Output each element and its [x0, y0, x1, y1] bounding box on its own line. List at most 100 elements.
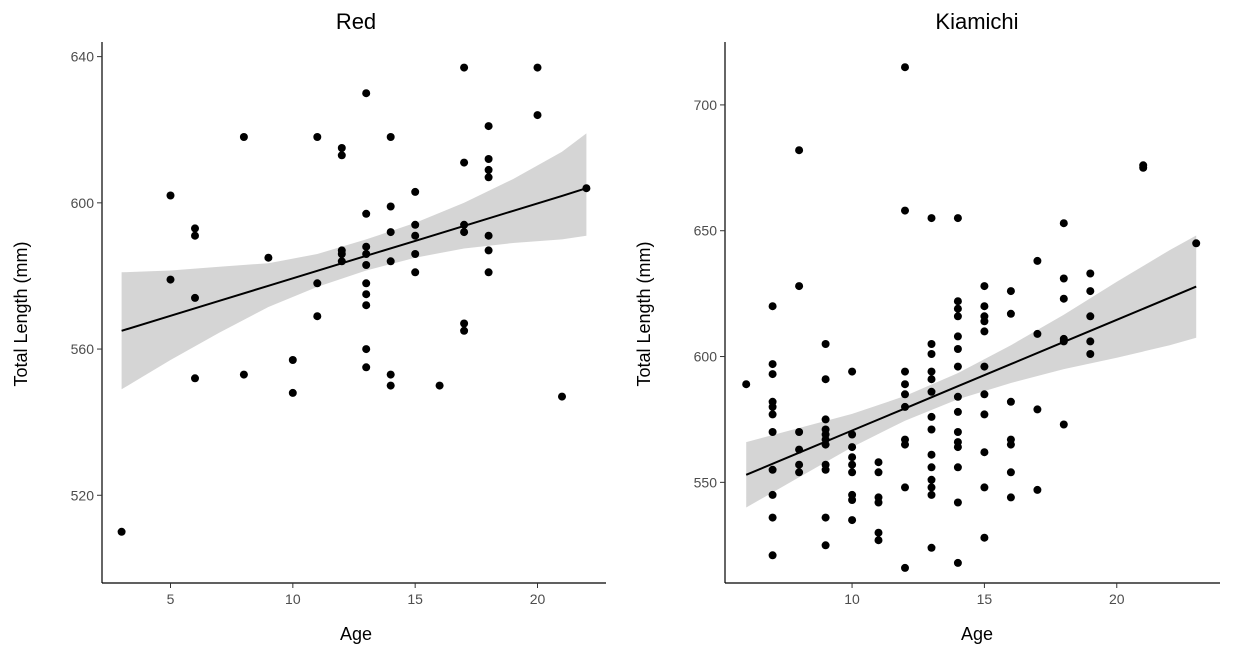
data-point: [953, 392, 962, 401]
data-point: [768, 402, 777, 411]
data-point: [980, 317, 989, 326]
y-tick-label: 560: [71, 341, 95, 357]
data-point: [927, 367, 936, 376]
data-point: [795, 428, 804, 436]
data-point: [848, 367, 857, 376]
data-point: [117, 527, 126, 536]
axes: 5 10 15 20 520 560 600 640: [71, 42, 606, 607]
data-point: [1059, 274, 1068, 283]
y-tick-label: 650: [694, 223, 718, 239]
data-point: [927, 450, 936, 459]
data-point: [795, 468, 804, 477]
data-point: [1033, 405, 1042, 414]
panel-title: Red: [336, 9, 376, 34]
data-point: [927, 490, 936, 499]
data-point: [901, 367, 909, 376]
data-point: [927, 463, 936, 472]
data-point: [901, 63, 909, 72]
ci-band: [746, 235, 1197, 508]
data-point: [953, 498, 962, 507]
data-point: [484, 246, 493, 255]
y-tick-label: 700: [694, 97, 718, 113]
data-point: [1086, 287, 1095, 296]
data-point: [1086, 337, 1095, 346]
data-point: [821, 541, 830, 550]
data-point: [386, 370, 395, 379]
x-tick-label: 10: [844, 591, 860, 607]
data-point: [362, 209, 371, 218]
data-point: [1006, 493, 1015, 502]
data-point: [1006, 440, 1015, 449]
data-point: [362, 261, 371, 269]
x-tick-label: 5: [167, 591, 175, 607]
data-point: [901, 380, 909, 389]
data-point: [1006, 468, 1015, 477]
data-point: [927, 350, 936, 358]
data-point: [337, 151, 346, 160]
data-point: [362, 279, 371, 288]
data-point: [1086, 312, 1095, 321]
data-point: [980, 448, 989, 457]
data-point: [1059, 219, 1068, 228]
data-point: [411, 231, 420, 240]
data-point: [742, 380, 751, 389]
data-point: [848, 468, 857, 477]
data-point: [927, 425, 936, 434]
data-point: [768, 428, 777, 436]
x-axis-title: Age: [340, 624, 372, 644]
y-tick-label: 640: [71, 49, 95, 65]
data-point: [362, 89, 371, 98]
data-point: [874, 528, 883, 537]
x-tick-label: 20: [530, 591, 546, 607]
data-point: [953, 345, 962, 353]
data-point: [953, 297, 962, 306]
data-point: [191, 231, 199, 240]
data-point: [927, 387, 936, 396]
x-tick-label: 15: [977, 591, 993, 607]
data-point: [821, 340, 830, 348]
data-point: [980, 282, 989, 291]
data-point: [1006, 287, 1015, 296]
data-point: [953, 407, 962, 416]
data-point: [362, 242, 371, 251]
data-point: [901, 483, 909, 492]
data-point: [1086, 350, 1095, 358]
data-point: [1006, 397, 1015, 406]
trend-line: [745, 285, 1197, 476]
data-point: [1086, 269, 1095, 278]
data-point: [1033, 256, 1042, 265]
scatter-points: [742, 63, 1201, 572]
data-point: [484, 231, 493, 240]
data-point: [533, 111, 542, 120]
data-point: [874, 458, 883, 467]
data-point: [362, 363, 371, 372]
data-point: [460, 63, 469, 72]
data-point: [386, 381, 395, 390]
data-point: [484, 122, 493, 131]
x-axis-title: Age: [961, 624, 993, 644]
data-point: [768, 360, 777, 369]
data-point: [821, 415, 830, 424]
data-point: [980, 327, 989, 336]
data-point: [768, 370, 777, 379]
x-tick-label: 15: [407, 591, 423, 607]
data-point: [1139, 163, 1148, 172]
data-point: [411, 250, 420, 258]
data-point: [848, 453, 857, 462]
data-point: [362, 290, 371, 299]
data-point: [848, 516, 857, 525]
data-point: [848, 460, 857, 469]
panel-kiamichi: Kiamichi 10 15 20 550 600 650 700 Age Total Le…: [634, 9, 1220, 644]
data-point: [927, 375, 936, 384]
data-point: [768, 490, 777, 499]
data-point: [953, 312, 962, 321]
data-point: [874, 498, 883, 507]
data-point: [795, 282, 804, 291]
data-point: [313, 279, 322, 288]
data-point: [927, 543, 936, 552]
data-point: [901, 440, 909, 449]
data-point: [953, 214, 962, 223]
data-point: [795, 146, 804, 155]
data-point: [927, 214, 936, 223]
